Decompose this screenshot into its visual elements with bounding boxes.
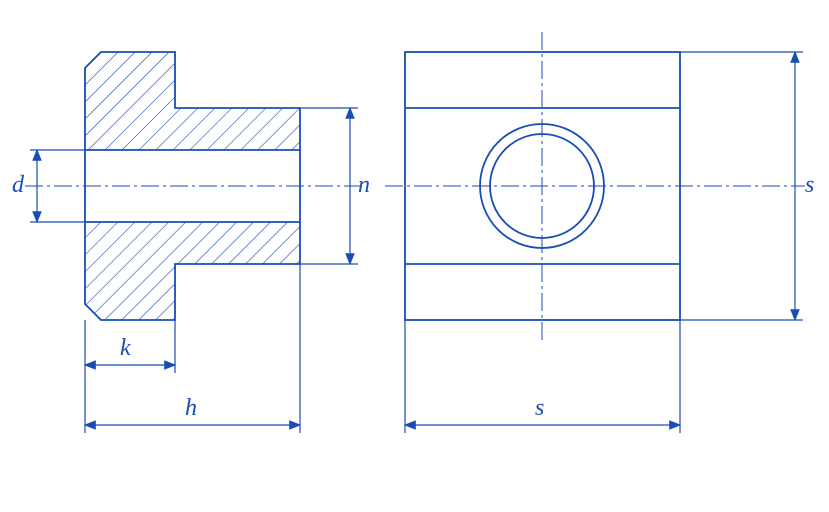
label-s-bottom: s — [535, 395, 544, 422]
technical-drawing — [0, 0, 829, 512]
label-k: k — [120, 335, 131, 362]
diagram-canvas: d n s k h s — [0, 0, 829, 512]
label-n: n — [358, 172, 370, 199]
left-section-view — [25, 52, 360, 320]
right-plan-view — [385, 32, 805, 340]
label-h: h — [185, 395, 197, 422]
label-s-right: s — [805, 172, 814, 199]
label-d: d — [12, 172, 24, 199]
